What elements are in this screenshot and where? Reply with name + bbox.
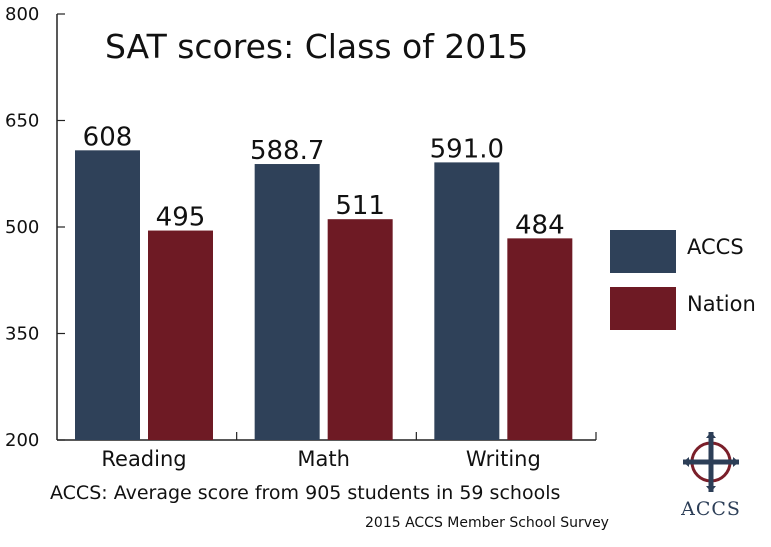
legend-label-nation: Nation (687, 292, 756, 316)
data-label: 608 (83, 122, 133, 152)
data-label: 511 (335, 191, 385, 221)
y-tick-label: 650 (5, 111, 39, 132)
data-label: 484 (515, 210, 565, 240)
x-axis-ticks (236, 432, 597, 440)
legend-swatch-accs (610, 230, 676, 273)
footnote: ACCS: Average score from 905 students in… (50, 482, 560, 504)
category-labels: Reading Math Writing (101, 447, 540, 471)
bar-nation-reading (148, 230, 213, 440)
bar-nation-math (327, 219, 393, 440)
y-axis-ticks: 200 350 500 650 800 (5, 4, 65, 451)
y-tick-label: 500 (5, 217, 39, 238)
data-label: 591.0 (430, 134, 504, 164)
x-category-label: Reading (101, 447, 186, 471)
data-labels: 608 495 588.7 511 591.0 484 (83, 122, 565, 240)
y-tick-label: 800 (5, 4, 39, 25)
legend-label-accs: ACCS (687, 235, 744, 259)
bars (75, 150, 573, 440)
chart-title: SAT scores: Class of 2015 (105, 27, 528, 66)
data-label: 588.7 (250, 136, 324, 166)
source-credit: 2015 ACCS Member School Survey (365, 515, 609, 531)
data-label: 495 (156, 203, 206, 233)
bar-accs-writing (434, 162, 500, 440)
cross-logo-icon (683, 432, 739, 492)
legend-swatch-nation (610, 287, 676, 330)
y-tick-label: 350 (5, 324, 39, 345)
x-category-label: Math (297, 447, 350, 471)
legend: ACCS Nation (610, 230, 756, 330)
bar-accs-reading (75, 150, 140, 440)
logo-text: ACCS (680, 498, 741, 520)
bar-nation-writing (507, 238, 573, 440)
bar-accs-math (254, 164, 320, 440)
y-tick-label: 200 (5, 430, 39, 451)
x-category-label: Writing (466, 447, 541, 471)
